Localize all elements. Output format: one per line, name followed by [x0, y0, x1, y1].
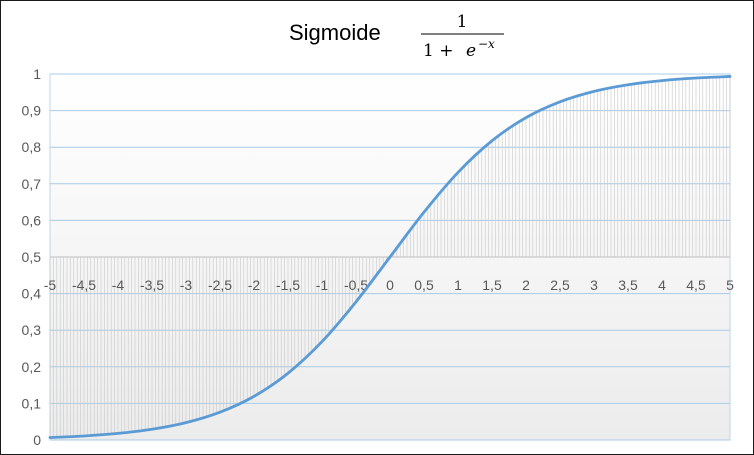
y-tick-label: 0,2 [22, 359, 42, 375]
x-tick-label: 1 [454, 277, 462, 293]
y-tick-labels: 0 0,1 0,2 0,3 0,4 0,5 0,6 0,7 0,8 0,9 1 [22, 66, 42, 448]
x-tick-label: 3,5 [618, 277, 638, 293]
x-tick-label: 2 [522, 277, 530, 293]
fill-lines [49, 76, 731, 438]
y-tick-label: 0,4 [22, 286, 42, 302]
x-tick-label: -3,5 [140, 277, 164, 293]
y-tick-label: 0,9 [22, 103, 42, 119]
x-tick-label: -1,5 [276, 277, 300, 293]
sigmoid-curve [48, 75, 732, 439]
formula-exponent: −x [478, 37, 495, 51]
x-tick-label: -1 [316, 277, 329, 293]
y-tick-label: 0,8 [22, 139, 42, 155]
chart-title: Sigmoide 1 1 + e −x [289, 12, 504, 61]
y-tick-label: 0,1 [22, 395, 42, 411]
x-tick-label: -5 [44, 277, 57, 293]
x-tick-labels: -5 -4,5 -4 -3,5 -3 -2,5 -2 -1,5 -1 -0,5 0 0,5 1 1,5 2 2… [44, 277, 734, 293]
x-tick-label: -4 [112, 277, 125, 293]
x-tick-label: 4 [658, 277, 666, 293]
x-tick-label: 2,5 [550, 277, 570, 293]
x-tick-label: 3 [590, 277, 598, 293]
x-tick-label: 0,5 [414, 277, 434, 293]
y-tick-label: 0 [33, 432, 41, 448]
x-tick-label: -2,5 [208, 277, 232, 293]
x-tick-label: 0 [386, 277, 394, 293]
series-line [48, 75, 732, 439]
formula-numerator: 1 [457, 12, 468, 32]
y-tick-label: 0,5 [22, 249, 42, 265]
y-tick-label: 0,7 [22, 176, 42, 192]
x-tick-label: 4,5 [686, 277, 706, 293]
y-tick-label: 0,6 [22, 212, 42, 228]
x-tick-label: -4,5 [72, 277, 96, 293]
x-tick-label: -0,5 [344, 277, 368, 293]
formula-exp-base: e [466, 41, 476, 61]
formula-denominator-base: 1 + [423, 41, 453, 61]
x-tick-label: 5 [726, 277, 734, 293]
x-tick-label: -2 [248, 277, 261, 293]
y-tick-label: 0,3 [22, 322, 42, 338]
chart-title-text: Sigmoide [289, 20, 381, 45]
y-tick-label: 1 [33, 66, 41, 82]
x-tick-label: 1,5 [482, 277, 502, 293]
x-tick-label: -3 [180, 277, 193, 293]
